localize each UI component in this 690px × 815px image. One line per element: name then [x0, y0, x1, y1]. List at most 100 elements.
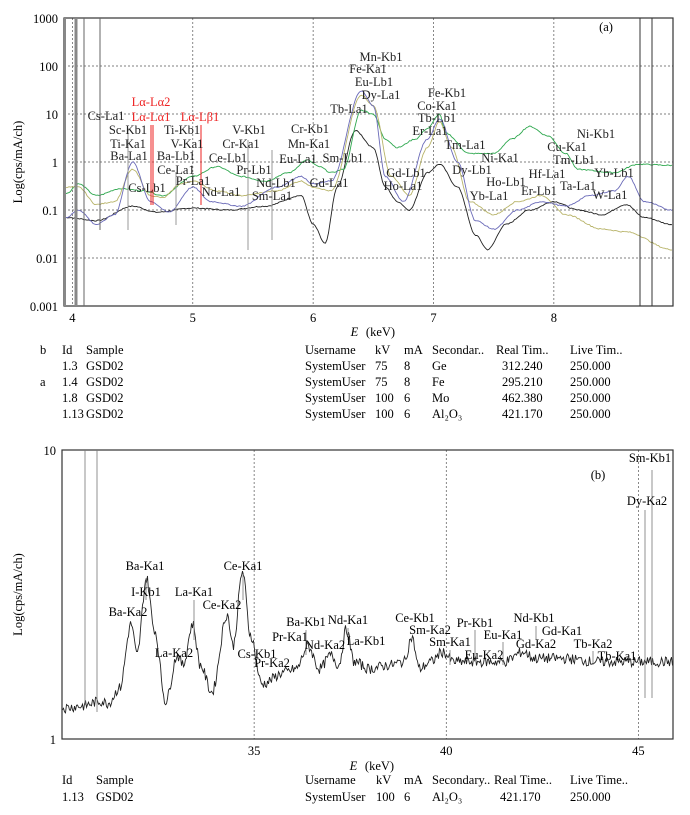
peak-annotation: Nd-La1 — [202, 185, 241, 199]
peak-annotation: Tb-Ka1 — [598, 649, 637, 663]
panel-label-b: (b) — [591, 468, 606, 482]
x-tick-label: 6 — [310, 311, 316, 325]
legend-table-cell: 1.13 — [62, 407, 84, 421]
peak-annotation: Er-Lb1 — [521, 184, 557, 198]
legend-table-cell: 6 — [404, 391, 410, 405]
peak-annotation: Ti-Kb1 — [164, 123, 200, 137]
spectrum-line-1.3 — [64, 90, 673, 231]
peak-annotation: Ba-Kb1 — [286, 615, 326, 629]
legend-table-cell: GSD02 — [86, 391, 124, 405]
y-tick-label: 100 — [39, 60, 58, 74]
peak-annotation: Ba-La1 — [110, 149, 147, 163]
plot-frame — [61, 449, 674, 740]
legend-table-header: Real Tim.. — [496, 343, 548, 357]
legend-table-cell: Al₂O₃ — [432, 790, 462, 804]
legend-table-cell: 6 — [404, 790, 410, 804]
legend-table-header: Id — [62, 343, 73, 357]
peak-annotation: Ba-Lb1 — [157, 149, 195, 163]
peak-annotation: Tb-La1 — [330, 102, 367, 116]
legend-table-header: Live Time.. — [570, 773, 628, 787]
peak-annotation: Tm-Lb1 — [553, 153, 595, 167]
spectrum-line-1.13 — [64, 130, 673, 251]
peak-annotation: Pr-Kb1 — [457, 616, 494, 630]
peak-annotation: Fe-Kb1 — [428, 86, 466, 100]
peak-annotation: Sc-Kb1 — [109, 123, 147, 137]
spectrum-line-1.13 — [62, 570, 673, 714]
legend-table-cell: GSD02 — [96, 790, 134, 804]
peak-annotation: Cs-Lb1 — [128, 181, 166, 195]
peak-annotation: Tb-Lb1 — [418, 111, 456, 125]
legend-table-cell: 421.170 — [500, 790, 541, 804]
x-axis-label-unit: (keV) — [366, 325, 395, 339]
legend-table-header: Secondary.. — [432, 773, 490, 787]
legend-table-cell: SystemUser — [305, 790, 366, 804]
peak-annotation: Ni-Kb1 — [577, 127, 615, 141]
legend-table-header: Username — [305, 773, 356, 787]
peak-annotation: Tm-La1 — [445, 138, 486, 152]
peak-annotation: Ce-Kb1 — [395, 611, 435, 625]
peak-annotation: Mn-Kb1 — [359, 50, 402, 64]
legend-table-cell: 295.210 — [502, 375, 543, 389]
legend-table-cell: 75 — [375, 375, 388, 389]
legend-table-cell: 1.8 — [62, 391, 78, 405]
peak-annotation: Dy-La1 — [362, 88, 401, 102]
legend-table-cell: Ge — [432, 359, 447, 373]
peak-annotation: W-La1 — [593, 188, 628, 202]
legend-table-cell: 1.3 — [62, 359, 78, 373]
peak-annotation: Ta-La1 — [560, 179, 596, 193]
peak-annotation: Ho-Lb1 — [486, 175, 526, 189]
peak-annotation: V-Kb1 — [232, 123, 266, 137]
legend-table-cell: 1.13 — [62, 790, 84, 804]
legend-table-cell: 250.000 — [570, 375, 611, 389]
x-tick-label: 40 — [440, 744, 453, 758]
legend-table-cell: GSD02 — [86, 407, 124, 421]
panel-label-a: (a) — [599, 20, 613, 34]
legend-table-cell: Fe — [432, 375, 445, 389]
legend-table-cell: 6 — [404, 407, 410, 421]
x-tick-label: 5 — [190, 311, 196, 325]
y-tick-label: 10 — [44, 444, 57, 458]
legend-table-cell: GSD02 — [86, 359, 124, 373]
peak-annotation: Sm-Lb1 — [323, 151, 364, 165]
peak-annotation: Pr-La1 — [176, 174, 210, 188]
legend-table-header: Sample — [96, 773, 134, 787]
peak-annotation: Pr-Ka2 — [254, 656, 290, 670]
y-axis-label: Log(cps/mA/ch) — [11, 121, 25, 204]
x-axis-label-unit: (keV) — [365, 759, 394, 773]
peak-annotation: Nd-Lb1 — [256, 176, 296, 190]
peak-annotation: Sm-Ka1 — [429, 635, 471, 649]
peak-annotation: Sm-Ka2 — [409, 623, 451, 637]
peak-annotation: Ba-Ka1 — [126, 559, 165, 573]
peak-annotation: Pr-Ka1 — [272, 630, 308, 644]
legend-table-header: mA — [404, 343, 423, 357]
legend-table-cell: SystemUser — [305, 391, 366, 405]
peak-annotation: Pr-Lb1 — [236, 163, 271, 177]
legend-table-header: kV — [376, 773, 391, 787]
peak-annotation: Yb-La1 — [470, 189, 509, 203]
legend-table-cell: 100 — [375, 407, 394, 421]
x-tick-label: 4 — [69, 311, 76, 325]
legend-table-header: Secondar.. — [432, 343, 484, 357]
legend-table-cell: 75 — [375, 359, 388, 373]
peak-annotation: Lα-Lα2 — [132, 95, 171, 109]
peak-annotation: Cr-Ka1 — [222, 137, 259, 151]
peak-annotation: Fe-Ka1 — [349, 62, 387, 76]
peak-annotation: Dy-Lb1 — [452, 163, 492, 177]
peak-annotation: Cr-Kb1 — [291, 122, 329, 136]
y-tick-label: 0.001 — [30, 300, 58, 314]
peak-annotation: Nd-Kb1 — [514, 611, 555, 625]
legend-table-cell: SystemUser — [305, 359, 366, 373]
x-axis-label-symbol: E — [350, 325, 359, 339]
y-tick-label: 0.1 — [42, 204, 58, 218]
peak-annotation: Ho-La1 — [384, 179, 423, 193]
legend-table-cell: 250.000 — [570, 407, 611, 421]
legend-table-cell: SystemUser — [305, 375, 366, 389]
y-axis-label: Log(cps/mA/ch) — [11, 553, 25, 636]
legend-table-cell: Mo — [432, 391, 449, 405]
peak-annotation: Ti-Ka1 — [110, 137, 146, 151]
peak-annotation: Ce-Lb1 — [209, 151, 247, 165]
x-tick-label: 7 — [430, 311, 436, 325]
peak-annotation: La-Ka2 — [155, 646, 193, 660]
peak-annotation: Lα-Lβ1 — [181, 110, 220, 124]
y-tick-label: 1 — [50, 733, 56, 747]
